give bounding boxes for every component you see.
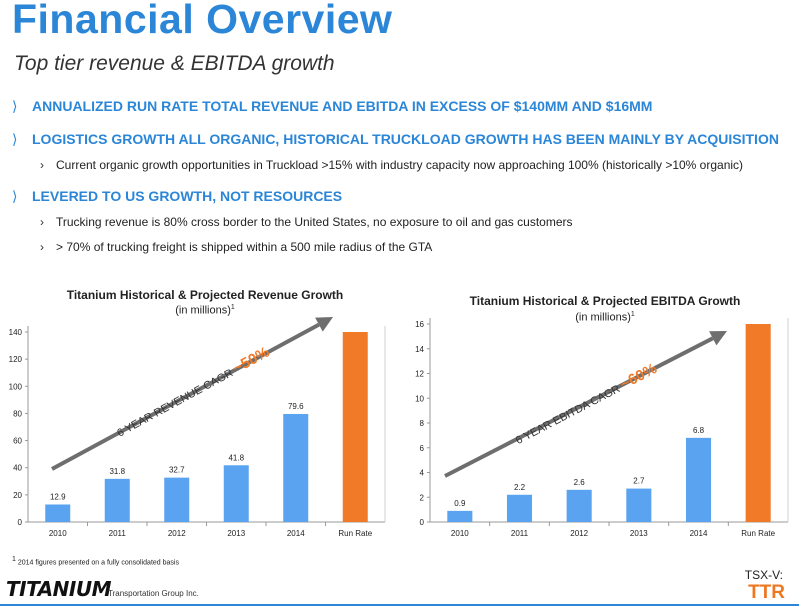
sub-bullet-text: > 70% of trucking freight is shipped wit…: [56, 240, 433, 254]
ebitda-growth-arrow-head: [709, 331, 727, 346]
ebitda-x-tick-label: 2010: [451, 529, 469, 538]
revenue-y-tick-label: 140: [9, 328, 23, 337]
revenue-bar: [104, 478, 130, 522]
revenue-y-tick-label: 120: [9, 355, 23, 364]
sub-bullet-radius: › > 70% of trucking freight is shipped wi…: [40, 240, 432, 254]
ticker-symbol: TTR: [748, 582, 785, 603]
revenue-bar: [164, 477, 190, 522]
chevron-right-icon: ⟩: [12, 188, 18, 204]
ebitda-y-tick-label: 16: [415, 320, 424, 329]
sub-bullet-text: Current organic growth opportunities in …: [56, 158, 744, 172]
sub-bullet-cross-border: › Trucking revenue is 80% cross border to…: [40, 215, 573, 229]
bullet-text: LEVERED TO US GROWTH, NOT RESOURCES: [32, 188, 343, 204]
ebitda-bar: [566, 489, 592, 522]
ebitda-bar: [745, 324, 771, 522]
ebitda-x-tick-label: 2014: [690, 529, 708, 538]
chevron-right-icon: ⟩: [12, 98, 18, 114]
revenue-data-label: 79.6: [288, 402, 304, 411]
bullet-us-growth: ⟩ LEVERED TO US GROWTH, NOT RESOURCES: [12, 188, 342, 205]
revenue-bar: [45, 504, 71, 522]
revenue-data-label: 32.7: [169, 466, 185, 475]
chevron-right-small-icon: ›: [40, 240, 44, 254]
revenue-y-tick-label: 100: [9, 382, 23, 391]
ebitda-data-label: 6.8: [693, 426, 705, 435]
ebitda-bar: [447, 510, 473, 522]
ebitda-bar: [626, 488, 652, 522]
revenue-y-tick-label: 0: [18, 518, 23, 527]
revenue-bar: [283, 413, 309, 522]
company-logo-suffix: Transportation Group Inc.: [108, 589, 199, 598]
chevron-right-small-icon: ›: [40, 158, 44, 172]
ebitda-growth-arrow-shaft: [444, 336, 714, 478]
revenue-x-tick-label: 2013: [227, 529, 245, 538]
chevron-right-small-icon: ›: [40, 215, 44, 229]
ebitda-y-tick-label: 12: [415, 370, 424, 379]
ebitda-chart-title: Titanium Historical & Projected EBITDA G…: [469, 294, 741, 308]
bullet-logistics: ⟩ LOGISTICS GROWTH ALL ORGANIC, HISTORICA…: [12, 131, 779, 148]
revenue-data-label: 31.8: [109, 467, 125, 476]
bottom-divider: [0, 604, 799, 606]
revenue-x-tick-label: Run Rate: [338, 529, 372, 538]
ebitda-y-tick-label: 6: [420, 444, 425, 453]
ticker-exchange: TSX-V:: [744, 568, 783, 582]
sub-bullet-text: Trucking revenue is 80% cross border to …: [56, 215, 573, 229]
ebitda-data-label: 2.7: [633, 477, 645, 486]
revenue-y-tick-label: 20: [13, 491, 22, 500]
revenue-x-tick-label: 2010: [49, 529, 67, 538]
page-subtitle: Top tier revenue & EBITDA growth: [14, 52, 335, 75]
ebitda-cagr-value: ~60%: [618, 360, 660, 393]
sub-bullet-organic: › Current organic growth opportunities in…: [40, 158, 743, 172]
ebitda-y-tick-label: 0: [420, 518, 425, 527]
footnote: 1 2014 figures presented on a fully cons…: [12, 556, 179, 567]
ebitda-y-tick-label: 4: [420, 469, 425, 478]
ebitda-cagr-label: 6 YEAR EBITDA CAGR ~60%: [512, 360, 660, 448]
ebitda-y-tick-label: 14: [415, 345, 424, 354]
ebitda-x-tick-label: Run Rate: [741, 529, 775, 538]
revenue-data-label: 12.9: [50, 492, 66, 501]
ebitda-data-label: 2.6: [574, 478, 586, 487]
revenue-y-tick-label: 60: [13, 437, 22, 446]
company-logo: TITANIUM: [6, 577, 111, 601]
ebitda-bar: [685, 437, 712, 522]
revenue-growth-arrow-head: [315, 317, 333, 332]
ebitda-x-tick-label: 2013: [630, 529, 648, 538]
bullet-revenue: ⟩ ANNUALIZED RUN RATE TOTAL REVENUE AND E…: [12, 98, 652, 115]
ebitda-data-label: 2.2: [514, 483, 526, 492]
chevron-right-icon: ⟩: [12, 131, 18, 147]
revenue-bar: [223, 465, 249, 522]
bullet-text: LOGISTICS GROWTH ALL ORGANIC, HISTORICAL…: [32, 131, 779, 147]
ebitda-x-tick-label: 2012: [570, 529, 588, 538]
ebitda-x-tick-label: 2011: [511, 529, 529, 538]
ebitda-y-tick-label: 8: [420, 419, 425, 428]
ebitda-chart-unit: (in millions)1: [575, 311, 635, 324]
revenue-x-tick-label: 2011: [109, 529, 127, 538]
ebitda-cagr-text: 6 YEAR EBITDA CAGR: [514, 381, 625, 447]
ebitda-y-tick-label: 2: [420, 493, 425, 502]
ebitda-y-tick-label: 10: [415, 394, 424, 403]
bullet-text: ANNUALIZED RUN RATE TOTAL REVENUE AND EB…: [32, 98, 653, 114]
revenue-x-tick-label: 2014: [287, 529, 305, 538]
revenue-bar: [342, 332, 368, 522]
ebitda-bar: [506, 494, 533, 522]
page-title: Financial Overview: [12, 0, 393, 42]
revenue-x-tick-label: 2012: [168, 529, 186, 538]
revenue-y-tick-label: 40: [13, 464, 22, 473]
revenue-data-label: 41.8: [228, 453, 244, 462]
revenue-chart-title: Titanium Historical & Projected Revenue …: [66, 288, 344, 302]
revenue-chart-unit: (in millions)1: [175, 304, 235, 317]
revenue-y-tick-label: 80: [13, 409, 22, 418]
revenue-growth-arrow-shaft: [51, 322, 320, 471]
ebitda-data-label: 0.9: [454, 499, 466, 508]
